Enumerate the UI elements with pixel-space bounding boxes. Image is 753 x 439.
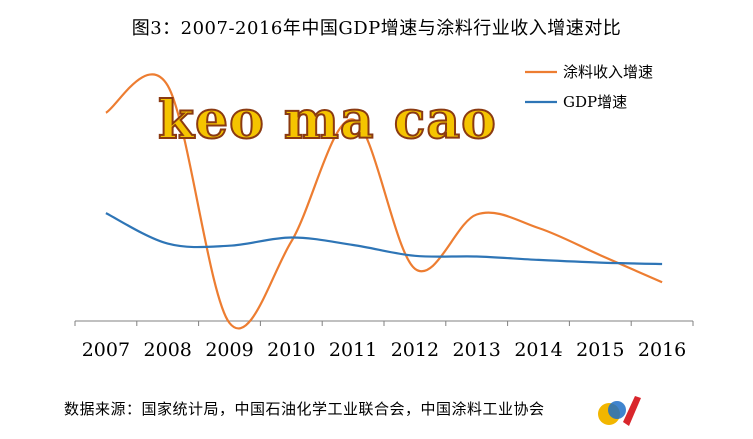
series-line-gdp — [105, 212, 663, 266]
x-tick-label: 2009 — [205, 339, 253, 361]
x-tick-label: 2013 — [453, 339, 501, 361]
legend: 涂料收入增速 GDP增速 — [525, 63, 653, 111]
watermark-text: keo ma cao — [157, 89, 497, 152]
x-tick-label: 2008 — [144, 339, 192, 361]
series-layer — [105, 73, 663, 330]
x-tick-label: 2015 — [576, 339, 624, 361]
series-line-coating-revenue — [105, 73, 663, 330]
x-tick-label: 2007 — [82, 339, 130, 361]
legend-label: GDP增速 — [563, 93, 627, 111]
x-tick-label: 2012 — [391, 339, 439, 361]
x-tick-label: 2011 — [329, 339, 377, 361]
source-note: 数据来源：国家统计局，中国石油化学工业联合会，中国涂料工业协会 — [64, 400, 545, 418]
chart-title: 图3：2007-2016年中国GDP增速与涂料行业收入增速对比 — [131, 18, 622, 39]
legend-label: 涂料收入增速 — [563, 63, 653, 81]
x-tick-label: 2016 — [638, 339, 686, 361]
x-axis: 2007 2008 2009 2010 2011 2012 2013 2014 2015 2016 — [74, 320, 694, 361]
x-tick-label: 2010 — [267, 339, 315, 361]
x-tick-label: 2014 — [514, 339, 562, 361]
corner-logo-icon — [598, 396, 641, 426]
